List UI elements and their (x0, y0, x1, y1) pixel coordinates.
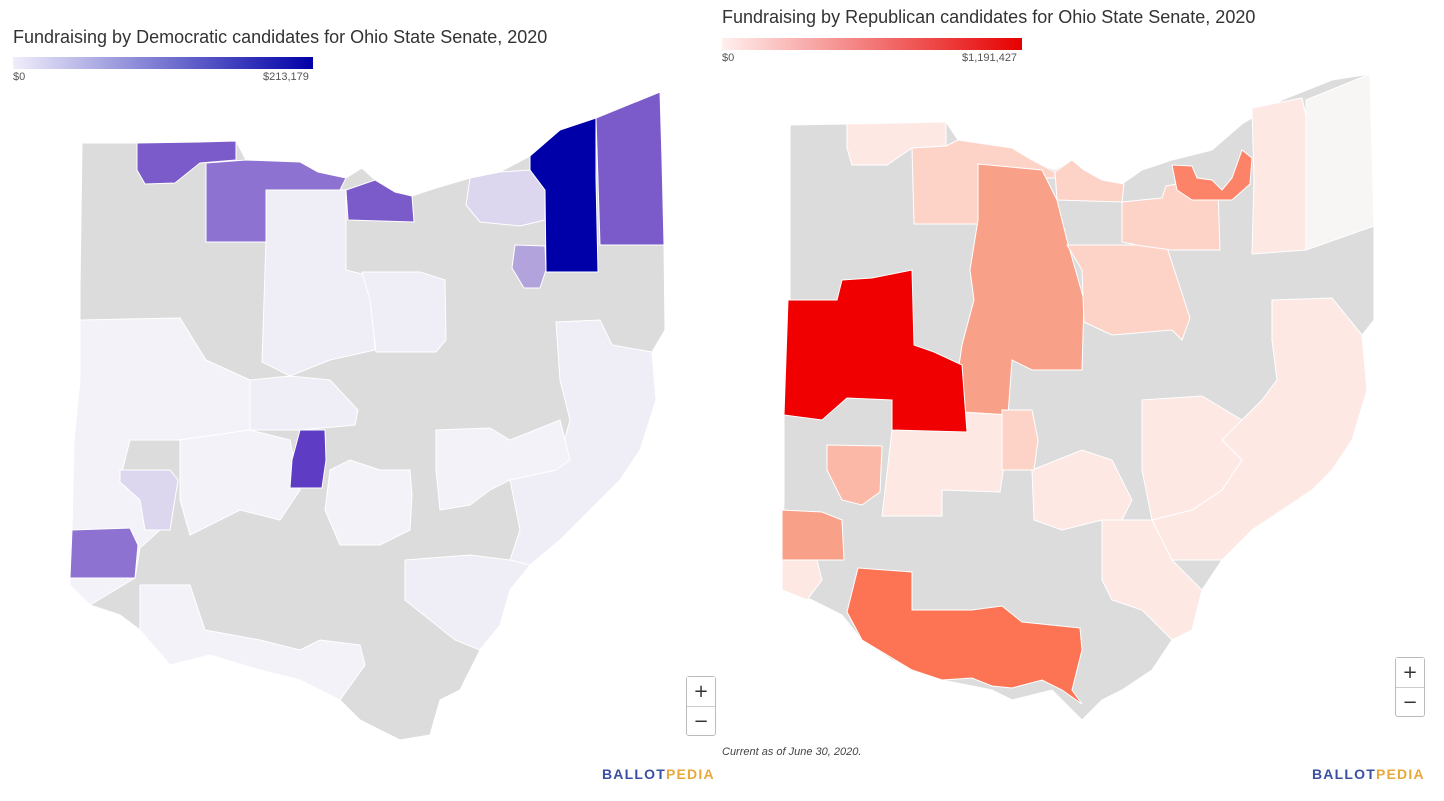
republican-zoom-control: + − (1395, 657, 1425, 717)
district-sandusky-purple (345, 179, 415, 223)
district-nw-purple (136, 140, 237, 185)
democratic-legend-min: $0 (13, 71, 26, 83)
district-southeast-pale (1101, 519, 1203, 641)
democratic-legend-max: $213,179 (263, 71, 309, 83)
district-toledo-purple (205, 159, 347, 243)
district-northeast-purple (595, 91, 665, 246)
ballotpedia-logo-left[interactable]: BALLOTPEDIA (602, 766, 715, 782)
democratic-zoom-control: + − (686, 676, 716, 736)
district-dayton-light (826, 444, 883, 506)
district-northeast-light (1251, 97, 1308, 255)
district-northeast-pale (1305, 73, 1375, 251)
data-date-note: Current as of June 30, 2020. (722, 746, 862, 758)
republican-map-panel: Fundraising by Republican candidates for… (722, 0, 1444, 801)
district-nw-light (846, 121, 947, 166)
district-south-light (139, 584, 366, 701)
republican-zoom-out-button[interactable]: − (1396, 687, 1424, 715)
republican-legend-min: $0 (722, 52, 735, 64)
brand-part-ballot: BALLOT (1312, 766, 1376, 782)
democratic-map-title: Fundraising by Democratic candidates for… (13, 27, 548, 47)
district-north-central (261, 189, 376, 377)
district-east-central (435, 419, 571, 511)
democratic-map-panel: Fundraising by Democratic candidates for… (0, 0, 722, 801)
brand-part-ballot: BALLOT (602, 766, 666, 782)
district-center (249, 375, 359, 431)
district-south-orange (846, 567, 1083, 705)
republican-zoom-in-button[interactable]: + (1396, 658, 1424, 687)
republican-legend-max: $1,191,427 (962, 52, 1018, 64)
republican-ohio-map[interactable] (722, 0, 1444, 801)
district-central-pale (881, 411, 1009, 517)
district-cincinnati-pale (781, 559, 823, 601)
democratic-zoom-in-button[interactable]: + (687, 677, 715, 706)
district-cleveland-orange (1171, 149, 1253, 201)
district-southwest-purple-light (119, 469, 179, 531)
district-central-east-pale (1031, 449, 1133, 531)
district-cincinnati-purple (69, 527, 139, 579)
district-central-east (324, 459, 413, 546)
district-southeast (404, 554, 531, 651)
brand-part-pedia: PEDIA (665, 766, 715, 782)
district-central-north (361, 271, 447, 353)
district-east-central-pale (1141, 395, 1243, 521)
democratic-ohio-map[interactable] (0, 0, 722, 801)
district-center-west (179, 429, 301, 536)
district-cleveland-dark (529, 117, 599, 273)
republican-map-title: Fundraising by Republican candidates for… (722, 7, 1256, 27)
ballotpedia-logo-right[interactable]: BALLOTPEDIA (1312, 766, 1425, 782)
democratic-zoom-out-button[interactable]: − (687, 706, 715, 734)
district-columbus-purple (289, 429, 327, 489)
district-columbus-light (1001, 409, 1039, 471)
district-akron-light-purple (511, 244, 547, 289)
democratic-legend-bar (13, 57, 313, 69)
brand-part-pedia: PEDIA (1375, 766, 1425, 782)
republican-legend-bar (722, 38, 1022, 50)
district-lima-red (783, 269, 968, 433)
district-center-salmon (957, 163, 1085, 416)
district-northeast-light (465, 169, 546, 227)
district-sandusky-light (1054, 159, 1125, 203)
district-cincinnati-west (781, 509, 845, 561)
